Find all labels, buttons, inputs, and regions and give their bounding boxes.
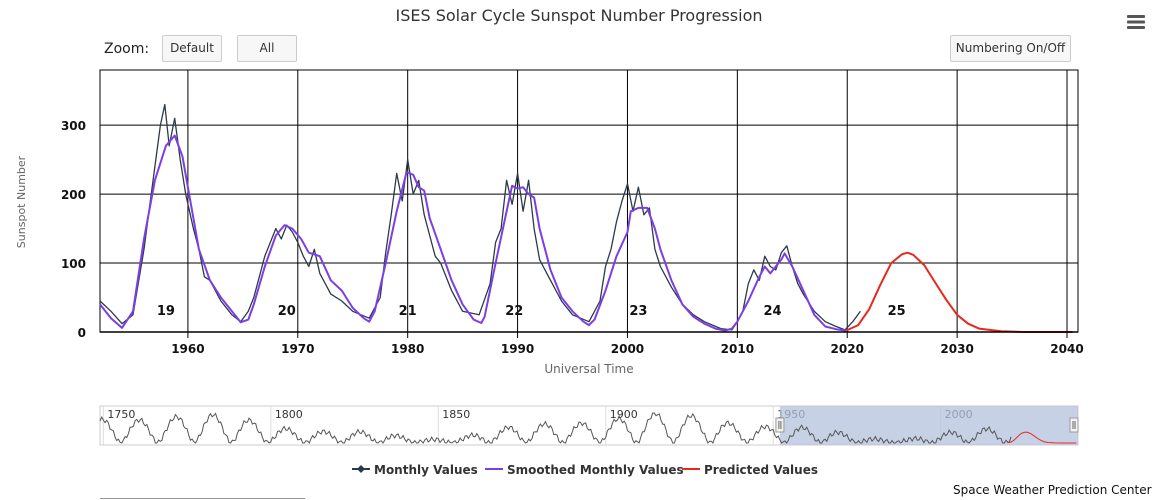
navigator-tick-label: 1900 <box>610 408 638 421</box>
zoom-all-button[interactable]: All <box>237 35 297 62</box>
y-axis-title: Sunspot Number <box>15 155 28 248</box>
navigator-handle[interactable] <box>1069 417 1079 433</box>
x-axis-title: Universal Time <box>544 362 633 376</box>
x-tick-label: 1980 <box>391 342 424 356</box>
navigator-tick-label: 1850 <box>442 408 470 421</box>
footer-credit: Space Weather Prediction Center <box>953 483 1152 497</box>
navigator-series-line <box>99 412 1012 444</box>
series-smoothed-values[interactable] <box>99 134 847 332</box>
cycle-label: 24 <box>763 304 781 319</box>
navigator-tick-label: 1800 <box>275 408 303 421</box>
x-tick-label: 1970 <box>281 342 314 356</box>
context-menu-icon[interactable] <box>1126 12 1146 32</box>
cycle-label: 21 <box>399 304 417 319</box>
navigator-predicted-line <box>1007 431 1077 444</box>
legend-item-predicted[interactable]: Predicted Values <box>682 463 818 477</box>
x-tick-label: 1990 <box>501 342 534 356</box>
legend-label-monthly: Monthly Values <box>374 463 478 477</box>
chart-title: ISES Solar Cycle Sunspot Number Progress… <box>395 6 763 25</box>
cycle-label: 25 <box>888 304 906 319</box>
x-tick-label: 1960 <box>171 342 204 356</box>
cycle-label: 19 <box>157 304 175 319</box>
cycle-label: 22 <box>505 304 523 319</box>
legend-label-smoothed: Smoothed Monthly Values <box>507 463 684 477</box>
zoom-default-button[interactable]: Default <box>162 35 222 62</box>
x-tick-label: 2020 <box>831 342 864 356</box>
zoom-label: Zoom: <box>104 41 150 57</box>
legend-item-monthly[interactable]: Monthly Values <box>352 463 478 477</box>
numbering-toggle-button[interactable]: Numbering On/Off <box>950 35 1071 62</box>
navigator-handle[interactable] <box>775 417 785 433</box>
navigator-selection[interactable] <box>779 406 1078 445</box>
cycle-label: 20 <box>278 304 296 319</box>
x-tick-label: 2040 <box>1050 342 1083 356</box>
plot-area <box>99 69 1079 333</box>
navigator-tick-label: 1750 <box>107 408 135 421</box>
legend-item-smoothed[interactable]: Smoothed Monthly Values <box>485 463 684 477</box>
scrollbar-track[interactable] <box>100 498 305 499</box>
x-tick-label: 2010 <box>721 342 754 356</box>
y-tick-label: 200 <box>61 188 86 202</box>
navigator[interactable]: 175018001850190019502000 <box>99 405 1079 446</box>
legend: Monthly Values Smoothed Monthly Values P… <box>352 463 818 477</box>
x-tick-label: 2030 <box>940 342 973 356</box>
y-tick-label: 0 <box>78 326 86 340</box>
y-tick-label: 300 <box>61 119 86 133</box>
cycle-label: 23 <box>629 304 647 319</box>
y-tick-label: 100 <box>61 257 86 271</box>
legend-label-predicted: Predicted Values <box>704 463 818 477</box>
x-tick-label: 2000 <box>611 342 644 356</box>
